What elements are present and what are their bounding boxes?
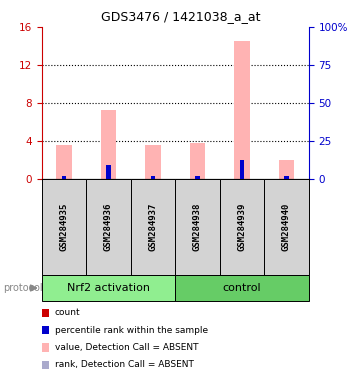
Text: GSM284938: GSM284938: [193, 202, 202, 251]
Bar: [106, 165, 110, 179]
Bar: [240, 161, 244, 179]
Bar: [61, 176, 66, 179]
Bar: [284, 176, 288, 179]
Bar: [234, 41, 250, 179]
Bar: [151, 177, 155, 179]
Text: GSM284935: GSM284935: [59, 202, 68, 251]
Bar: [284, 177, 288, 179]
Bar: [190, 142, 205, 179]
Text: GDS3476 / 1421038_a_at: GDS3476 / 1421038_a_at: [101, 10, 260, 23]
Bar: [195, 177, 200, 179]
Text: GSM284937: GSM284937: [148, 202, 157, 251]
Bar: [195, 176, 200, 179]
Text: GSM284940: GSM284940: [282, 202, 291, 251]
Text: value, Detection Call = ABSENT: value, Detection Call = ABSENT: [55, 343, 199, 352]
Bar: [279, 160, 294, 179]
Text: control: control: [223, 283, 261, 293]
Bar: [145, 146, 161, 179]
Bar: [56, 146, 71, 179]
Text: Nrf2 activation: Nrf2 activation: [67, 283, 150, 293]
Bar: [100, 110, 116, 179]
Text: GSM284939: GSM284939: [238, 202, 246, 251]
Bar: [106, 177, 110, 179]
Text: percentile rank within the sample: percentile rank within the sample: [55, 326, 208, 335]
Text: rank, Detection Call = ABSENT: rank, Detection Call = ABSENT: [55, 360, 194, 369]
Text: GSM284936: GSM284936: [104, 202, 113, 251]
Text: protocol: protocol: [4, 283, 43, 293]
Text: count: count: [55, 308, 81, 318]
Bar: [240, 177, 244, 179]
Bar: [61, 177, 66, 179]
Bar: [151, 176, 155, 179]
